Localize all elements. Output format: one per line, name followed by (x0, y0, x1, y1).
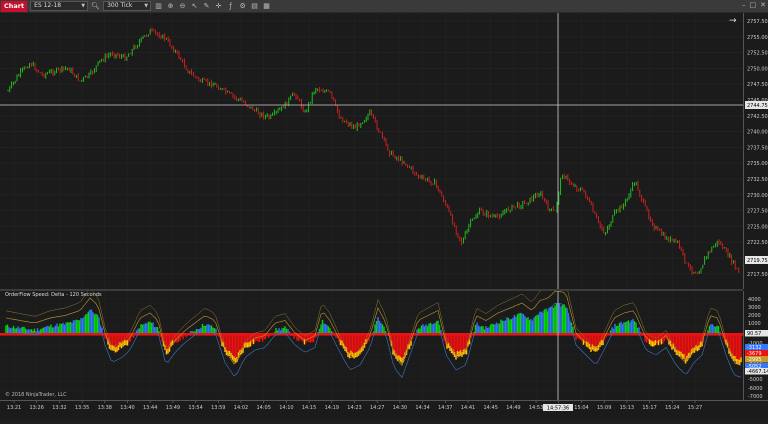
indicator-tick-label: -6000 (748, 386, 763, 392)
orderflow-speed-chart[interactable] (0, 280, 743, 400)
indicators-icon[interactable]: ƒ (229, 1, 232, 10)
price-tick-label: 2717.50 (747, 272, 768, 278)
price-tick-label: 2735.00 (747, 161, 768, 167)
indicator-tick-label: -5000 (748, 377, 763, 383)
time-tick-label: 13:35 (75, 405, 89, 411)
time-axis[interactable]: 13:21 13:26 13:32 13:35 13:38 13:40 13:44 13:49… (0, 400, 768, 420)
time-tick-label: 14:37 (438, 405, 452, 411)
price-tick-label: 2737.50 (747, 145, 768, 151)
time-tick-label: 14:15 (302, 405, 316, 411)
time-tick-label: 15:24 (665, 405, 679, 411)
time-tick-label: 14:19 (325, 405, 339, 411)
pointer-icon[interactable]: ↖ (191, 1, 198, 10)
time-tick-label: 15:27 (688, 405, 702, 411)
time-tick-label: 13:38 (98, 405, 112, 411)
time-tick-label: 14:41 (461, 405, 475, 411)
time-tick-label: 14:30 (393, 405, 407, 411)
minimize-icon[interactable]: – (742, 1, 746, 9)
indicator-title: OrderFlow Speed: Delta - 120 Seconds (5, 292, 102, 298)
orderflow-speed-panel[interactable] (0, 280, 743, 400)
time-tick-label: 15:17 (642, 405, 656, 411)
time-tick-label: 14:23 (347, 405, 361, 411)
maximize-icon[interactable]: □ (749, 1, 757, 9)
indicator-value-label: -5052 (747, 364, 762, 370)
price-axis[interactable]: 2757.502755.002752.502750.002747.502745.… (743, 13, 768, 289)
price-tick-label: 2755.00 (747, 35, 768, 41)
interval-selector[interactable]: 300 Tick ▼ (103, 1, 152, 11)
close-icon[interactable]: ✕ (760, 1, 766, 9)
chart-toolbar: Chart ES 12-18 ▼ 🔍︎ 300 Tick ▼ ▥ ⊕ ⊖ ↖ ✎… (0, 0, 768, 13)
indicator-tick-label: -7000 (748, 394, 763, 400)
time-tick-label: 15:13 (620, 405, 634, 411)
indicator-tick-label: 4000 (748, 297, 761, 303)
price-tick-label: 2725.00 (747, 224, 768, 230)
indicator-tick-label: 3000 (748, 305, 761, 311)
instrument-label: ES 12-18 (34, 2, 62, 9)
time-tick-label: 15:09 (597, 405, 611, 411)
price-tick-label: 2732.50 (747, 177, 768, 183)
price-tick-label: 2742.50 (747, 114, 768, 120)
time-tick-label: 14:05 (256, 405, 270, 411)
instrument-selector[interactable]: ES 12-18 ▼ (30, 1, 89, 11)
time-tick-label: 13:44 (143, 405, 157, 411)
time-tick-label: 13:59 (211, 405, 225, 411)
time-tick-label: 13:54 (188, 405, 202, 411)
properties-icon[interactable]: ▤ (251, 1, 258, 10)
time-tick-label: 13:40 (120, 405, 134, 411)
strategies-icon[interactable]: ⚙ (239, 1, 246, 10)
time-tick-label: 14:10 (279, 405, 293, 411)
time-tick-label: 14:34 (415, 405, 429, 411)
price-panel[interactable] (0, 13, 743, 289)
interval-label: 300 Tick (107, 2, 133, 9)
zoom-out-icon[interactable]: ⊖ (179, 1, 186, 10)
time-tick-label: 13:26 (29, 405, 43, 411)
copyright-label: © 2018 NinjaTrader, LLC (5, 392, 67, 398)
indicator-value-label: -3679 (747, 351, 762, 357)
time-tick-label: 15:04 (574, 405, 588, 411)
indicator-tick-label: 2000 (748, 313, 761, 319)
indicator-tick-label: 1000 (748, 321, 761, 327)
time-tick-label: 14:45 (483, 405, 497, 411)
scroll-right-arrow-icon[interactable]: → (729, 16, 737, 26)
price-tick-label: 2757.50 (747, 19, 768, 25)
price-tick-label: 2730.00 (747, 193, 768, 199)
price-tick-label: 2752.50 (747, 51, 768, 57)
price-chart[interactable] (0, 13, 743, 289)
drawing-tool-icon[interactable]: ✎ (203, 1, 210, 10)
panel-separator[interactable] (0, 289, 743, 291)
price-tick-label: 2727.50 (747, 209, 768, 215)
indicator-value-label: -4667.14 (747, 369, 768, 375)
time-tick-label: 14:53 (529, 405, 543, 411)
indicator-value-label: -3132 (747, 345, 762, 351)
last-price-label: 2719.75 (747, 258, 768, 264)
price-tick-label: 2747.50 (747, 82, 768, 88)
data-box-icon[interactable]: ▦ (263, 1, 270, 10)
time-tick-label: 14:02 (234, 405, 248, 411)
zoom-in-icon[interactable]: ⊕ (167, 1, 174, 10)
crosshair-icon[interactable]: ✛ (215, 1, 222, 10)
chart-logo[interactable]: Chart (1, 0, 28, 12)
window-controls: – □ ✕ (742, 1, 766, 9)
time-tick-label: 13:49 (166, 405, 180, 411)
time-tick-label: 14:49 (506, 405, 520, 411)
indicator-value-label: 90.57 (747, 331, 761, 337)
price-tick-label: 2740.00 (747, 130, 768, 136)
indicator-axis[interactable]: 4000300020001000-1000-2000-3000-4000-500… (743, 291, 768, 400)
search-icon[interactable]: 🔍︎ (91, 1, 101, 10)
bar-type-icon[interactable]: ▥ (155, 1, 162, 10)
chevron-down-icon: ▼ (144, 3, 149, 9)
chevron-down-icon: ▼ (81, 3, 86, 9)
crosshair-time-label: 14:57:36 (547, 406, 569, 412)
price-tick-label: 2722.50 (747, 240, 768, 246)
indicator-value-label: -2995 (747, 357, 762, 363)
time-tick-label: 14:27 (370, 405, 384, 411)
time-tick-label: 13:21 (7, 405, 21, 411)
time-tick-label: 13:32 (52, 405, 66, 411)
crosshair-price-label: 2744.75 (747, 103, 768, 109)
price-tick-label: 2750.00 (747, 66, 768, 72)
